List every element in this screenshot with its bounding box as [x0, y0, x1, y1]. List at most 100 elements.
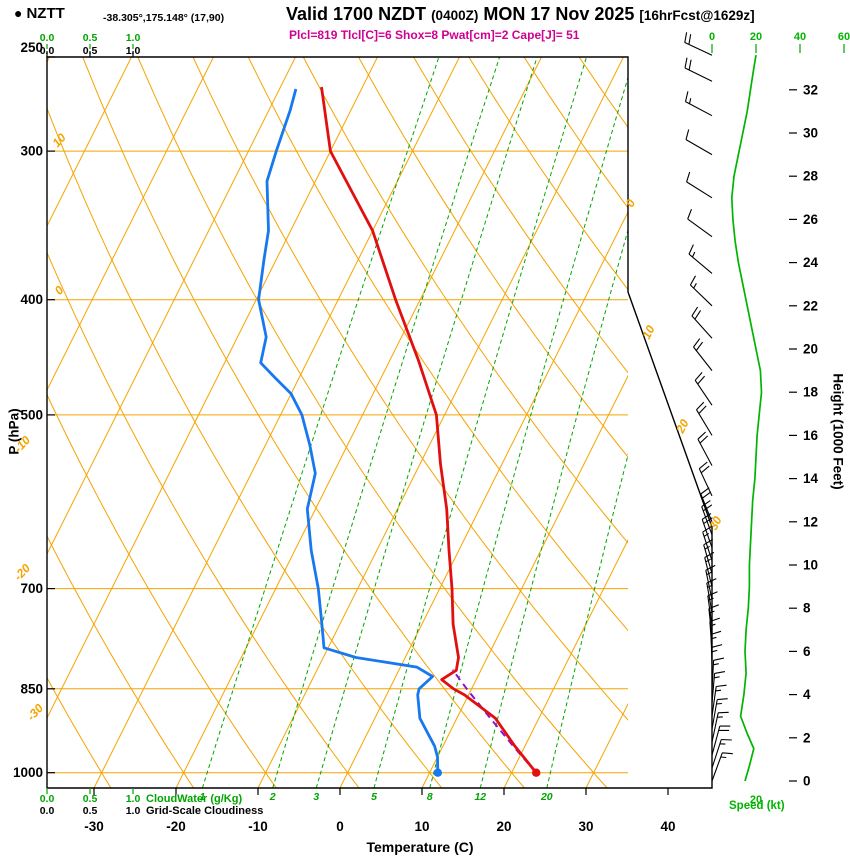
- temp-tick-label: 0: [336, 819, 344, 834]
- speed-tick-label-top: 40: [794, 31, 806, 43]
- mixing-ratio-line: [272, 57, 501, 788]
- pressure-tick-label: 500: [20, 407, 43, 422]
- axis-ticks: [46, 51, 797, 795]
- wind-barb: [711, 684, 727, 717]
- pressure-tick-label: 300: [20, 144, 43, 159]
- wind-barb: [697, 431, 713, 466]
- dry-adiabat-label: -20: [11, 561, 33, 583]
- cloudiness-scale-value-bottom: 0.0: [40, 805, 55, 817]
- dry-adiabat-line: [47, 393, 277, 788]
- wind-barb: [693, 338, 713, 371]
- station-line: ● NZTT: [14, 5, 65, 22]
- isotherm-line: [503, 538, 628, 788]
- temp-tick-label: 10: [414, 819, 429, 834]
- wind-barb: [711, 738, 732, 769]
- cloudwater-label: CloudWater (g/Kg): [146, 793, 243, 805]
- wind-barb: [711, 698, 728, 730]
- wind-barb: [694, 372, 713, 406]
- green-scale-ticks: [46, 44, 845, 794]
- dry-adiabat-line: [137, 57, 608, 788]
- mixing-ratio-label: 20: [540, 791, 553, 803]
- wind-barb: [688, 244, 713, 274]
- height-tick-label: 10: [803, 558, 818, 573]
- mixing-ratio-label: 8: [427, 791, 433, 803]
- mixing-ratio-line: [201, 57, 440, 788]
- isotherm-line: [421, 374, 628, 788]
- speed-tick-label-top: 60: [838, 31, 850, 43]
- isotherm-label: 0: [623, 197, 639, 210]
- valid-prefix: Valid 1700 NZDT: [286, 4, 427, 24]
- height-tick-label: 2: [803, 730, 811, 745]
- pressure-tick-label: 400: [20, 292, 43, 307]
- cloudiness-scale-value-bottom: 1.0: [126, 805, 141, 817]
- cloudwater-scale-value-top: 0.5: [83, 32, 98, 44]
- mixing-ratio-label: 12: [474, 791, 486, 803]
- speed-tick-label-top: 20: [750, 31, 762, 43]
- mixing-ratio-line: [373, 57, 587, 788]
- mixing-ratio-lines: [201, 57, 628, 788]
- mixing-ratio-label: 5: [371, 791, 377, 803]
- dry-adiabat-label: 0: [52, 283, 67, 298]
- mixing-ratio-line: [429, 75, 628, 788]
- dry-adiabat-line: [82, 57, 525, 788]
- mixing-ratio-label: 1: [199, 791, 205, 803]
- dry-adiabat-line: [247, 57, 628, 632]
- valid-title: Valid 1700 NZDT (0400Z) MON 17 Nov 2025 [16…: [286, 4, 760, 25]
- isotherm-label: 20: [673, 417, 692, 436]
- temp-axis-label: Temperature (C): [366, 839, 474, 855]
- height-tick-label: 6: [803, 644, 811, 659]
- isotherm-line: [585, 702, 628, 788]
- height-tick-label: 14: [803, 471, 819, 486]
- speed-tick-label-bottom: 20: [750, 794, 762, 806]
- wind-barb: [711, 752, 733, 782]
- temp-tick-label: 20: [496, 819, 511, 834]
- mixing-ratio-line: [315, 57, 538, 788]
- temperature-trace: [320, 86, 538, 774]
- dry-adiabat-line: [192, 57, 628, 721]
- cloudiness-scale-value-top: 0.0: [40, 45, 55, 57]
- wind-barb: [686, 171, 713, 199]
- wind-barb: [711, 671, 725, 704]
- wind-speed-curve: [730, 55, 763, 782]
- orange-grid: [47, 57, 628, 788]
- cloudiness-scale-value-top: 1.0: [126, 45, 141, 57]
- height-tick-label: 18: [803, 385, 819, 400]
- dry-adiabat-line: [468, 57, 628, 291]
- mixing-ratio-line: [479, 228, 628, 788]
- mixing-ratio-label: 3: [313, 791, 319, 803]
- cloudwater-scale-value-top: 1.0: [126, 32, 141, 44]
- height-tick-label: 22: [803, 298, 818, 313]
- isotherm-line: [175, 57, 542, 788]
- pressure-tick-label: 1000: [13, 765, 43, 780]
- dewpoint-trace: [257, 88, 440, 773]
- wind-barbs: [684, 32, 733, 782]
- dry-adiabat-line: [302, 57, 628, 544]
- temp-tick-label: 30: [578, 819, 593, 834]
- wind-barb: [685, 129, 713, 156]
- valid-zulu: (0400Z): [431, 8, 479, 23]
- forecast-tag: [16hrFcst@1629z]: [639, 8, 755, 23]
- dry-adiabat-label: -30: [24, 701, 46, 723]
- height-tick-label: 32: [803, 82, 818, 97]
- height-tick-label: 4: [803, 687, 811, 702]
- cloudwater-scale-value-bottom: 0.0: [40, 793, 55, 805]
- station-id: NZTT: [26, 5, 65, 22]
- isotherm-line: [257, 57, 624, 788]
- isotherm-line: [47, 57, 214, 392]
- wind-barb: [696, 401, 713, 436]
- surface-dewpoint-marker: [433, 768, 442, 777]
- speed-axis-label: Speed (kt): [729, 800, 785, 812]
- wind-barb: [711, 725, 731, 756]
- surface-temp-marker: [532, 768, 541, 777]
- cloudwater-scale-value-bottom: 0.5: [83, 793, 98, 805]
- height-tick-label: 20: [803, 342, 818, 357]
- dry-adiabat-line: [47, 251, 360, 788]
- dry-adiabat-line: [358, 57, 628, 458]
- height-axis-label: Height (1000 Feet): [830, 373, 846, 490]
- speed-tick-label-top: 0: [709, 31, 715, 43]
- height-tick-label: 26: [803, 212, 819, 227]
- isotherm-line: [47, 57, 132, 228]
- wind-barb: [684, 32, 713, 56]
